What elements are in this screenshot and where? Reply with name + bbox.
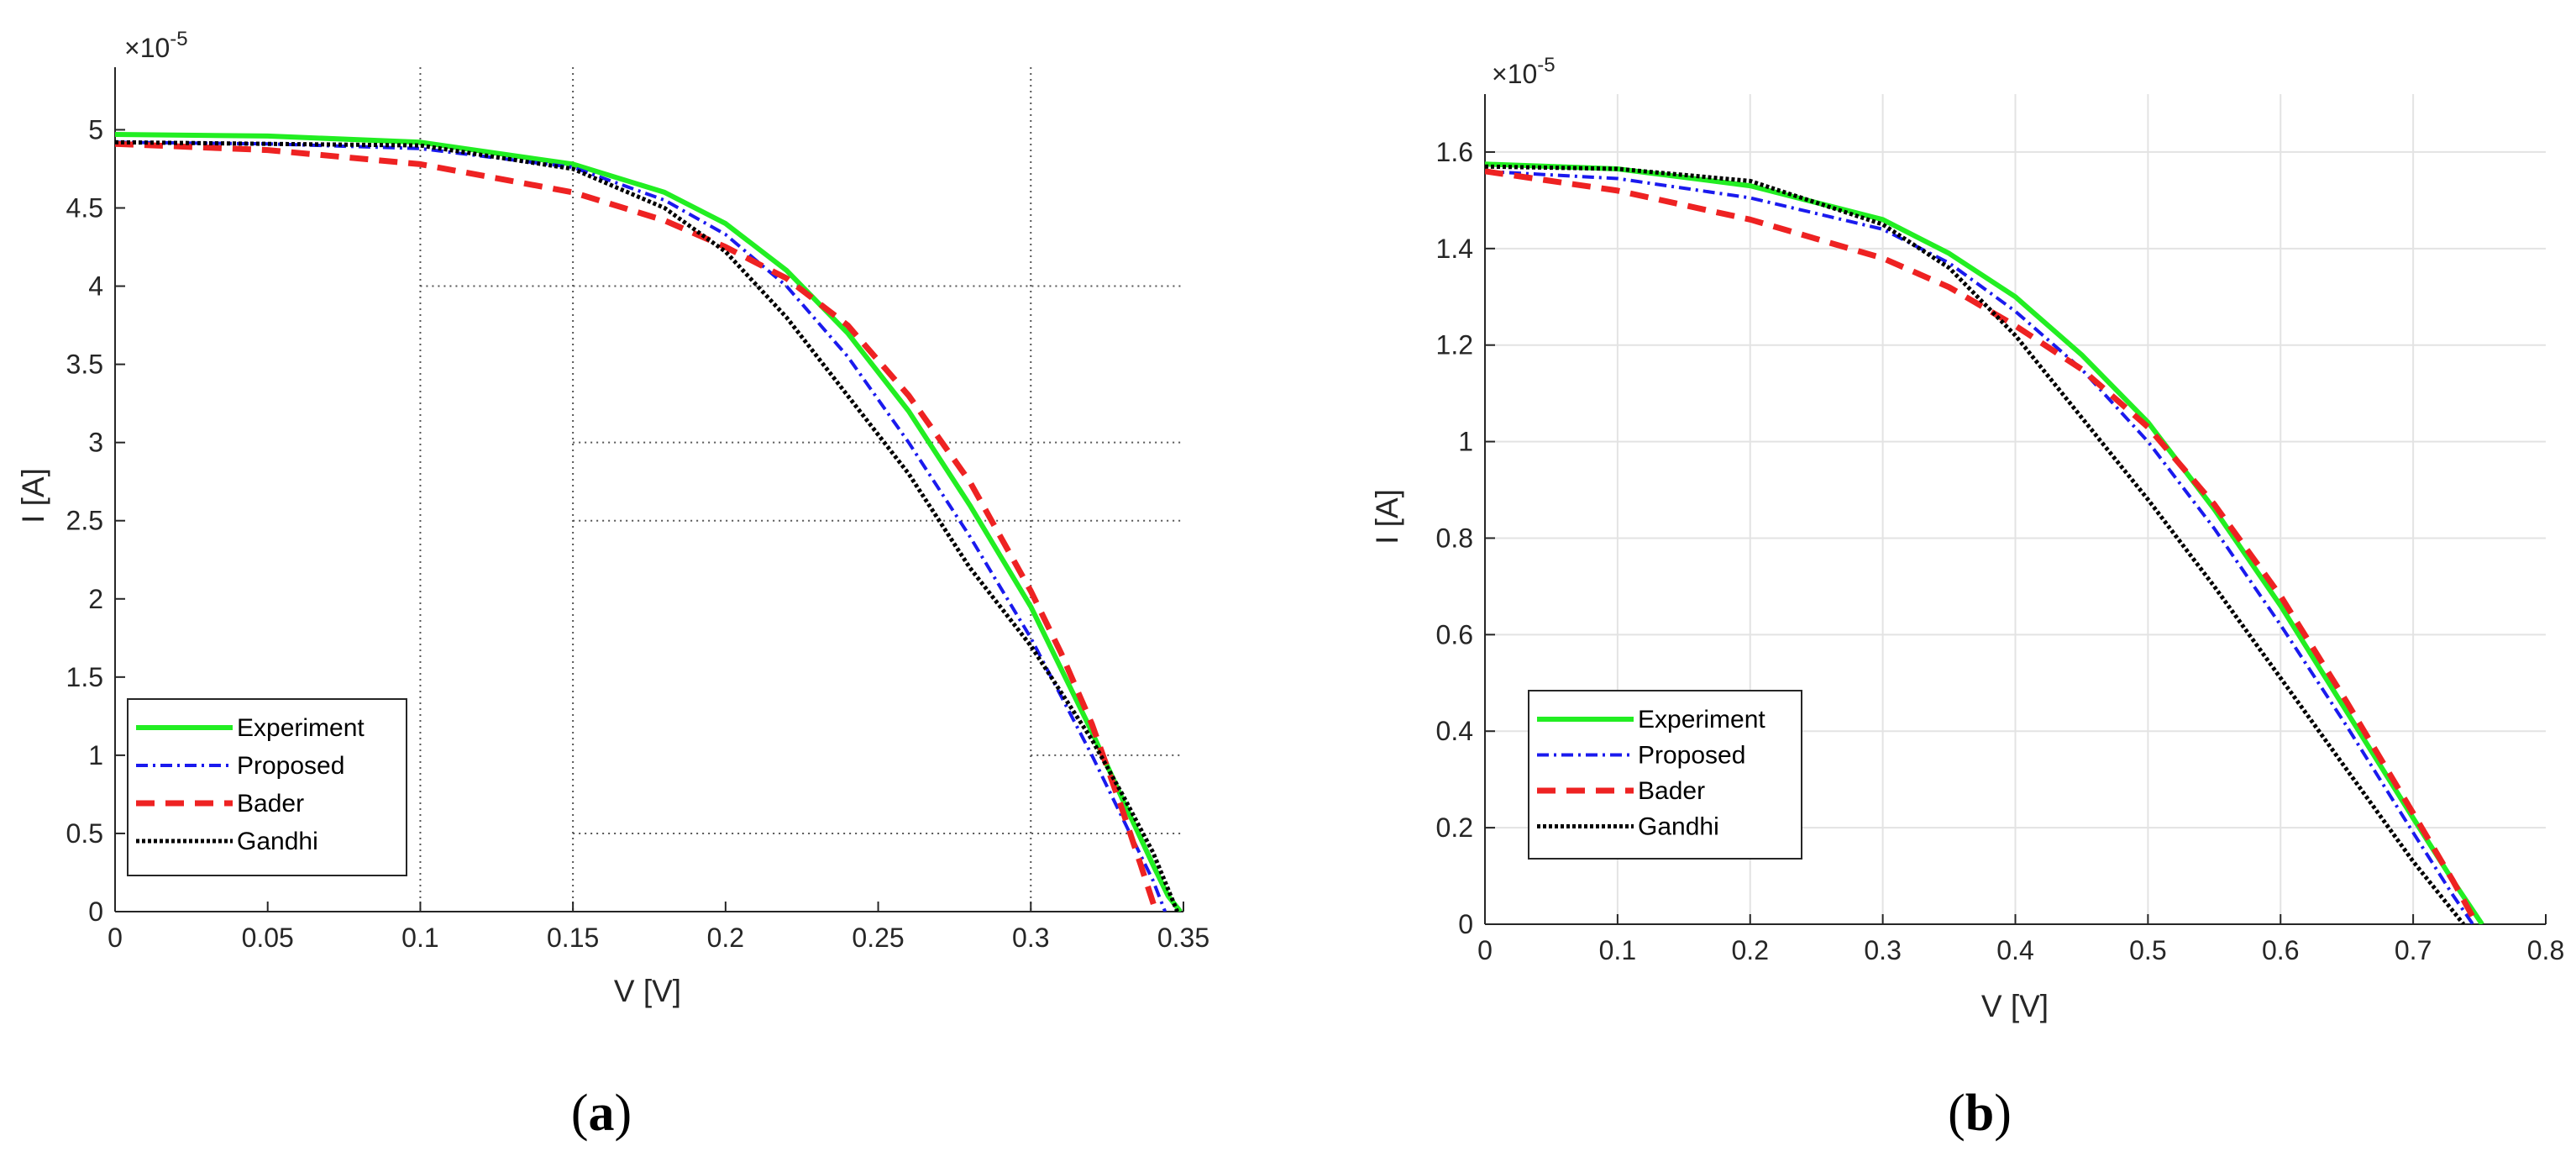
x-tick-label: 0 [108, 923, 123, 953]
x-tick-label: 0.25 [852, 923, 904, 953]
x-tick-label: 0.8 [2527, 935, 2564, 965]
x-tick-label: 0.35 [1157, 923, 1209, 953]
y-tick-label: 1.5 [66, 662, 103, 692]
caption-close: ) [615, 1085, 632, 1142]
x-tick-label: 0 [1477, 935, 1493, 965]
chart-panel-b: 0 0.1 0.2 0.3 0.4 0.5 0.6 0.7 0.8 0 0.2 0.4 0.6 0.8 1 1… [1370, 54, 2564, 1142]
legend: Experiment Proposed Bader Gandhi [1528, 690, 1802, 860]
legend-label-bader: Bader [237, 790, 304, 818]
y-tick-label: 0.4 [1436, 716, 1473, 746]
x-tick-label: 0.7 [2395, 935, 2432, 965]
series-line-bader [115, 140, 1159, 912]
x-tick-label: 0.4 [1996, 935, 2033, 965]
y-tick-label: 2 [88, 584, 103, 614]
x-axis-label: V [V] [614, 974, 681, 1008]
x-tick-label: 0.6 [2262, 935, 2299, 965]
y-tick-label: 1.2 [1436, 330, 1473, 360]
x-tick-label: 0.3 [1012, 923, 1049, 953]
y-tick-label: 1.4 [1436, 234, 1473, 264]
x-tick-label: 0.3 [1864, 935, 1901, 965]
y-tick-label: 0 [1458, 909, 1473, 939]
caption-close: ) [1994, 1085, 2012, 1142]
legend-label-proposed: Proposed [1638, 742, 1745, 770]
x-tick-label: 0.1 [401, 923, 438, 953]
legend: Experiment Proposed Bader Gandhi [127, 698, 407, 876]
y-exponent-label: ×10-5 [124, 28, 188, 63]
series-line-gandhi [115, 139, 1180, 912]
y-tick-label: 0.2 [1436, 812, 1473, 843]
y-tick-label: 0.8 [1436, 523, 1473, 553]
x-tick-label: 0.1 [1599, 935, 1636, 965]
legend-label-bader: Bader [1638, 777, 1705, 805]
caption-letter: a [589, 1085, 615, 1142]
panel-caption: (a) [571, 1085, 632, 1142]
legend-label-experiment: Experiment [1638, 706, 1765, 733]
series-line-gandhi [1485, 164, 2466, 924]
y-tick-label: 1 [88, 740, 103, 770]
y-axis-label: I [A] [16, 468, 50, 523]
y-tick-label: 2.5 [66, 506, 103, 536]
y-tick-label: 0.5 [66, 818, 103, 849]
y-tick-label: 0 [88, 896, 103, 927]
y-tick-label: 4.5 [66, 193, 103, 223]
y-tick-label: 1.6 [1436, 137, 1473, 167]
x-tick-label: 0.05 [242, 923, 294, 953]
caption-letter: b [1965, 1085, 1994, 1142]
series-line-bader [1485, 168, 2479, 924]
y-exponent-power: -5 [1537, 54, 1555, 76]
y-exponent-label: ×10-5 [1492, 54, 1556, 89]
x-tick-label: 0.5 [2129, 935, 2166, 965]
x-tick-label: 0.2 [707, 923, 744, 953]
chart-panel-a: 0 0.05 0.1 0.15 0.2 0.25 0.3 0.35 0 0.5 1 1.5 2 2.5 3 3… [16, 28, 1209, 1142]
x-axis-label: V [V] [1981, 989, 2049, 1023]
legend-label-proposed: Proposed [237, 752, 344, 780]
y-axis-label: I [A] [1370, 489, 1404, 544]
series-line-experiment [115, 132, 1183, 912]
x-tick-label: 0.15 [547, 923, 599, 953]
legend-label-gandhi: Gandhi [1638, 813, 1719, 841]
grid-lines [419, 67, 1183, 912]
panel-caption: (b) [1948, 1085, 2012, 1142]
series-line-proposed [1485, 169, 2474, 924]
caption-open: ( [1948, 1085, 1965, 1142]
y-exponent-power: -5 [170, 28, 187, 50]
y-tick-label: 0.6 [1436, 619, 1473, 649]
y-tick-label: 5 [88, 114, 103, 145]
x-tick-label: 0.2 [1732, 935, 1769, 965]
y-tick-label: 3 [88, 428, 103, 458]
caption-open: ( [571, 1085, 589, 1142]
y-tick-label: 1 [1458, 427, 1473, 457]
legend-label-experiment: Experiment [237, 714, 365, 742]
y-tick-label: 4 [88, 271, 103, 302]
legend-label-gandhi: Gandhi [237, 828, 318, 855]
y-tick-label: 3.5 [66, 350, 103, 380]
